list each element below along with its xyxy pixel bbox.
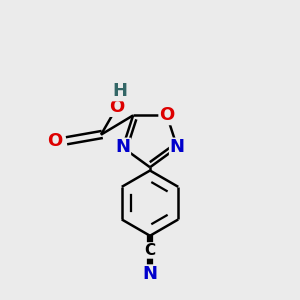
Text: N: N — [115, 139, 130, 157]
Text: O: O — [159, 106, 175, 124]
Text: N: N — [170, 139, 185, 157]
Text: C: C — [144, 243, 156, 258]
Text: H: H — [112, 82, 127, 100]
Text: O: O — [109, 98, 124, 116]
Text: N: N — [142, 265, 158, 283]
Text: O: O — [46, 131, 62, 149]
